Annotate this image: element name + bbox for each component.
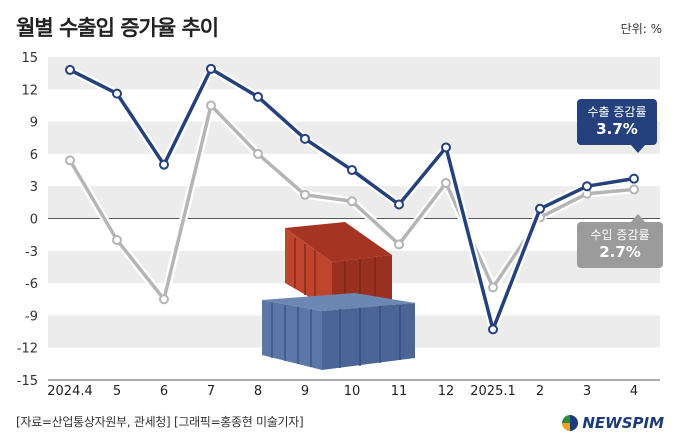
newspim-logo-text: NEWSPIM xyxy=(582,414,664,432)
x-tick-label: 10 xyxy=(344,384,361,399)
x-tick-label: 6 xyxy=(160,384,168,399)
x-tick-label: 2024.4 xyxy=(47,384,93,399)
import-callout-value: 2.7% xyxy=(599,243,641,261)
x-tick-label: 2025.1 xyxy=(470,384,516,399)
x-tick-label: 5 xyxy=(113,384,121,399)
import-callout-label: 수입 증감률 xyxy=(590,228,650,242)
y-tick-label: -9 xyxy=(25,309,38,324)
export-series-point xyxy=(582,181,592,192)
y-tick-label: 0 xyxy=(30,213,38,228)
import-series-point xyxy=(347,196,357,207)
import-series-point xyxy=(112,235,122,246)
import-series-point xyxy=(488,282,498,293)
y-tick-label: 9 xyxy=(30,116,38,131)
export-callout-label: 수출 증감률 xyxy=(587,105,647,119)
import-series-point xyxy=(65,155,75,166)
shipping-containers-illustration xyxy=(262,222,415,370)
export-series-point xyxy=(488,324,498,335)
import-callout: 수입 증감률 2.7% xyxy=(577,214,663,268)
export-series-point xyxy=(112,88,122,99)
export-series-point xyxy=(206,63,216,74)
x-tick-label: 8 xyxy=(254,384,262,399)
unit-label: 단위: % xyxy=(620,22,662,36)
y-tick-label: 15 xyxy=(21,51,38,66)
y-tick-label: 12 xyxy=(21,83,38,98)
import-series-point xyxy=(159,294,169,305)
grid-bands xyxy=(48,57,660,381)
export-series-point xyxy=(347,165,357,176)
export-series-point xyxy=(159,159,169,170)
y-tick-label: -3 xyxy=(25,245,38,260)
source-credit: [자료=산업통상자원부, 관세청] [그래픽=홍종현 미술기자] xyxy=(16,415,304,429)
export-callout: 수출 증감률 3.7% xyxy=(577,99,657,153)
export-series-point xyxy=(441,142,451,153)
export-series-point xyxy=(65,64,75,75)
x-tick-label: 11 xyxy=(391,384,408,399)
y-tick-label: -15 xyxy=(17,374,38,389)
series-lines xyxy=(65,63,639,335)
export-series-point xyxy=(535,203,545,214)
import-series-point xyxy=(206,100,216,111)
export-callout-value: 3.7% xyxy=(596,120,638,138)
x-tick-label: 4 xyxy=(630,384,638,399)
chart-title: 월별 수출입 증가율 추이 xyxy=(16,16,219,40)
x-tick-label: 7 xyxy=(207,384,215,399)
y-tick-label: 6 xyxy=(30,148,38,163)
export-series xyxy=(65,63,639,335)
export-series-point xyxy=(253,91,263,102)
export-series-point xyxy=(300,133,310,144)
import-series-point xyxy=(253,148,263,159)
x-tick-label: 2 xyxy=(536,384,544,399)
newspim-logo-icon xyxy=(562,415,579,431)
y-tick-label: -6 xyxy=(25,277,38,292)
import-series-point xyxy=(629,184,639,195)
import-series-point xyxy=(394,239,404,250)
x-axis-ticks: 2024.4 5 6 7 8 9 10 11 12 2025.1 2 3 4 xyxy=(47,384,638,399)
x-tick-label: 12 xyxy=(438,384,455,399)
grid-band xyxy=(48,57,660,90)
import-series-point xyxy=(441,177,451,188)
y-axis-ticks: 15 12 9 6 3 0 -3 -6 -9 -12 -15 xyxy=(17,51,38,389)
y-tick-label: -12 xyxy=(17,342,38,357)
y-tick-label: 3 xyxy=(30,180,38,195)
x-tick-label: 3 xyxy=(583,384,591,399)
import-series-point xyxy=(300,189,310,200)
export-series-point xyxy=(394,199,404,210)
x-tick-label: 9 xyxy=(301,384,309,399)
export-series-point xyxy=(629,173,639,184)
newspim-logo: NEWSPIM xyxy=(562,414,664,432)
